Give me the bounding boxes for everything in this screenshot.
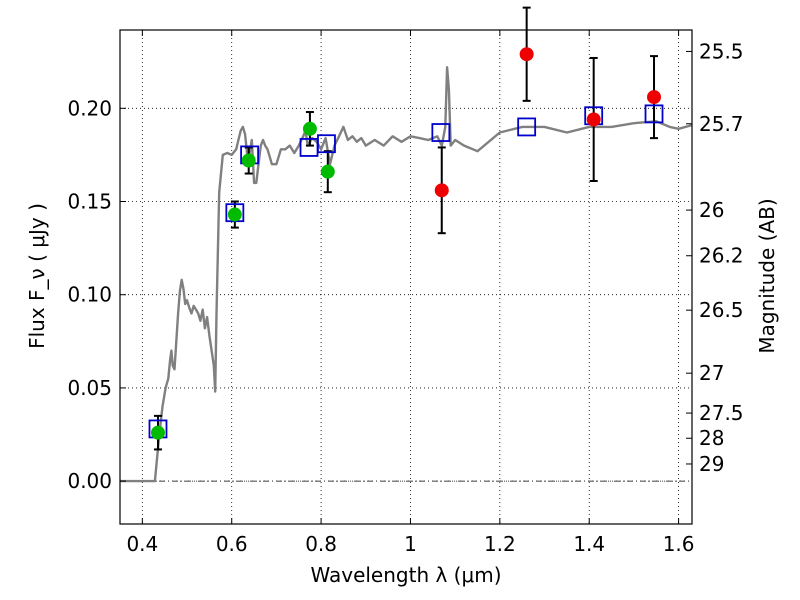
right-tick-label: 26.5 — [699, 298, 744, 322]
x-tick-label: 1.4 — [573, 532, 605, 556]
x-tick-label: 1 — [404, 532, 417, 556]
y-tick-label: 0.20 — [67, 96, 112, 120]
model-photometry-square — [431, 123, 451, 142]
photometry-point — [320, 164, 335, 179]
x-tick-label: 0.4 — [126, 532, 158, 556]
model-photometry-square — [317, 134, 336, 154]
photometry-point — [302, 121, 317, 136]
x-tick-label: 1.6 — [663, 532, 695, 556]
y-tick-label: 0.00 — [67, 469, 112, 493]
x-tick-label: 1.2 — [484, 532, 516, 556]
photometry-point — [241, 153, 256, 168]
x-tick-label: 0.6 — [216, 532, 248, 556]
photometry-point — [519, 47, 534, 62]
y-tick-label: 0.05 — [67, 376, 112, 400]
spectrum-layer — [120, 66, 693, 483]
y-axis-label: Flux F_ν ( μJy ) — [25, 203, 49, 349]
tick-marks — [120, 30, 692, 524]
error-bars — [153, 6, 659, 451]
model-photometry-square — [644, 104, 664, 124]
photometry-point — [647, 90, 662, 105]
right-tick-label: 25.7 — [699, 112, 744, 136]
x-axis-label: Wavelength λ (μm) — [310, 563, 501, 587]
plot-frame — [119, 29, 693, 525]
y-tick-label: 0.10 — [67, 283, 112, 307]
model-photometry-square — [517, 117, 537, 137]
photometry-point — [434, 183, 449, 198]
grid-lines — [120, 30, 692, 524]
y-axis-right-label: Magnitude (AB) — [755, 198, 779, 353]
photometry-point — [150, 425, 165, 440]
x-tick-label: 0.8 — [305, 532, 337, 556]
right-tick-label: 26.2 — [699, 244, 744, 268]
right-tick-label: 26 — [699, 198, 724, 222]
right-tick-label: 27.5 — [699, 401, 744, 425]
tick-labels: 0.4 0.6 0.8 1 1.2 1.4 1.6 0.00 0.05 0.10 0.15 0.20 2… — [67, 39, 743, 556]
y-tick-label: 0.15 — [67, 190, 112, 214]
model-spectrum-line — [120, 66, 693, 483]
right-tick-label: 27 — [699, 361, 724, 385]
right-tick-label: 29 — [699, 452, 724, 476]
markers — [148, 47, 664, 440]
photometry-point — [227, 207, 242, 222]
right-tick-label: 25.5 — [699, 39, 744, 63]
photometry-point — [586, 112, 601, 127]
right-tick-label: 28 — [699, 426, 724, 450]
